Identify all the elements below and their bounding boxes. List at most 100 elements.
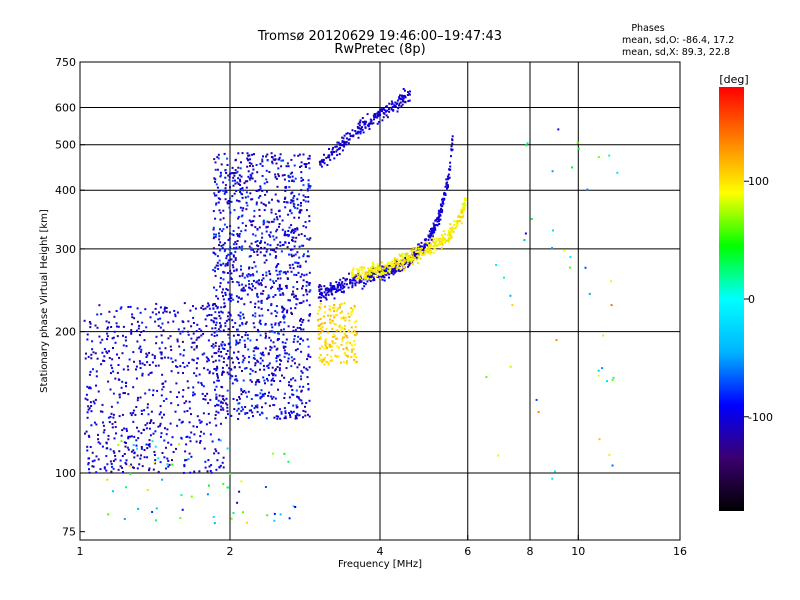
data-point xyxy=(318,324,321,327)
data-point xyxy=(391,106,394,108)
data-point xyxy=(267,394,270,397)
data-point xyxy=(208,314,211,316)
data-point xyxy=(431,230,433,233)
data-point xyxy=(190,495,193,498)
data-point xyxy=(584,266,587,269)
data-point xyxy=(422,253,425,256)
data-point xyxy=(421,245,424,248)
data-point xyxy=(394,263,397,266)
phase-info-o: mean, sd,O: -86.4, 17.2 xyxy=(622,35,734,46)
data-point xyxy=(299,211,302,214)
data-point xyxy=(182,372,184,374)
data-point xyxy=(212,247,215,250)
data-point xyxy=(351,284,354,287)
data-point xyxy=(307,185,310,188)
data-point xyxy=(137,430,140,433)
data-point xyxy=(440,234,443,236)
data-point xyxy=(117,443,120,446)
data-point xyxy=(220,343,223,346)
data-point xyxy=(261,160,264,163)
data-point xyxy=(110,462,113,465)
data-point xyxy=(381,269,384,272)
data-point xyxy=(247,170,250,173)
data-point xyxy=(256,404,259,407)
data-point xyxy=(340,317,343,320)
data-point xyxy=(193,341,196,344)
data-point xyxy=(298,256,301,259)
data-point xyxy=(92,351,95,354)
data-point xyxy=(331,293,334,296)
data-point xyxy=(103,348,106,350)
data-point xyxy=(286,270,289,273)
data-point xyxy=(308,154,311,157)
data-point xyxy=(223,348,226,350)
data-point xyxy=(180,421,183,424)
data-point xyxy=(222,288,224,291)
data-point xyxy=(164,347,167,350)
data-point xyxy=(158,413,161,416)
data-point xyxy=(237,177,240,180)
data-point xyxy=(417,245,420,248)
data-point xyxy=(208,484,210,487)
data-point xyxy=(280,412,283,415)
data-point xyxy=(132,420,135,423)
data-point xyxy=(297,233,300,236)
data-point xyxy=(289,307,292,310)
data-point xyxy=(226,164,229,166)
data-point xyxy=(163,310,166,313)
data-point xyxy=(240,268,242,271)
data-point xyxy=(230,368,233,371)
data-point xyxy=(433,242,436,245)
data-point xyxy=(355,281,358,284)
data-point xyxy=(433,247,436,250)
data-point xyxy=(379,267,382,270)
data-point xyxy=(189,471,192,474)
data-point xyxy=(237,152,240,155)
data-point xyxy=(306,293,309,296)
data-point xyxy=(302,244,305,247)
data-point xyxy=(308,238,311,241)
data-point xyxy=(275,305,278,307)
data-point xyxy=(266,159,269,162)
data-point xyxy=(376,263,379,266)
data-point xyxy=(238,366,241,369)
data-point xyxy=(248,267,250,270)
data-point xyxy=(346,278,348,281)
data-point xyxy=(279,277,282,280)
data-point xyxy=(217,268,220,270)
data-point xyxy=(324,339,327,342)
data-point xyxy=(353,340,356,342)
data-point xyxy=(216,373,219,375)
data-point xyxy=(248,286,250,289)
data-point xyxy=(265,259,268,262)
data-point xyxy=(137,396,139,399)
data-point xyxy=(254,306,256,309)
data-point xyxy=(227,311,230,314)
data-point xyxy=(279,321,282,324)
data-point xyxy=(257,245,260,248)
data-point xyxy=(251,411,254,414)
data-point xyxy=(261,359,264,362)
data-point xyxy=(300,189,303,192)
data-point xyxy=(154,445,157,448)
data-point xyxy=(221,373,223,376)
data-point xyxy=(292,505,295,508)
data-point xyxy=(292,205,295,208)
data-point xyxy=(388,272,391,275)
data-point xyxy=(120,386,123,389)
data-point xyxy=(394,104,397,107)
data-point xyxy=(320,296,323,299)
data-point xyxy=(308,215,311,218)
data-point xyxy=(231,166,234,169)
data-point xyxy=(111,358,114,361)
data-point xyxy=(333,304,336,306)
data-point xyxy=(272,341,275,344)
data-point xyxy=(130,331,133,334)
data-point xyxy=(328,289,331,292)
data-point xyxy=(267,353,270,356)
data-point xyxy=(138,334,141,337)
data-point xyxy=(377,110,380,113)
data-point xyxy=(124,445,127,448)
data-point xyxy=(347,348,350,351)
